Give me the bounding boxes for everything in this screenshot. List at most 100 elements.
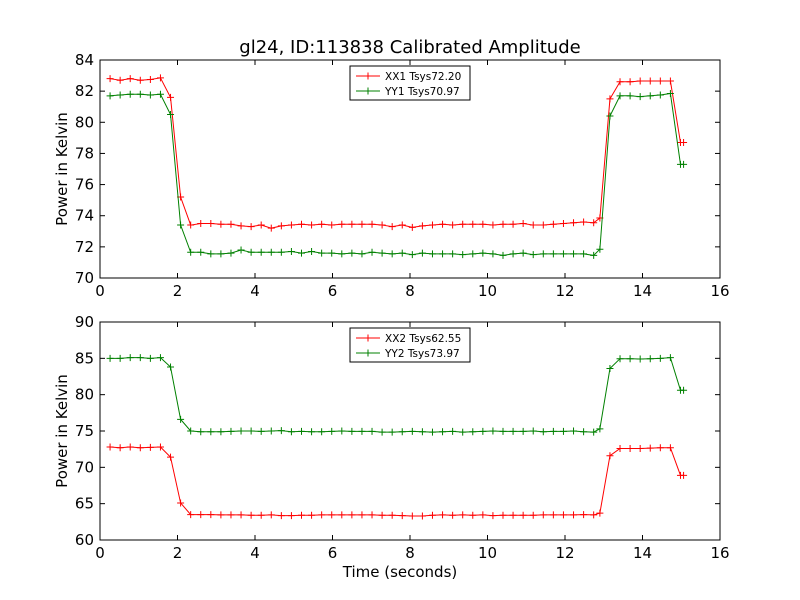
data-point-marker: [136, 354, 144, 362]
data-point-marker: [167, 363, 175, 371]
data-point-marker: [257, 248, 265, 256]
data-point-marker: [187, 511, 195, 519]
data-point-marker: [479, 427, 487, 435]
data-point-marker: [596, 509, 604, 517]
data-point-marker: [499, 220, 507, 228]
data-point-marker: [368, 248, 376, 256]
data-point-marker: [408, 512, 416, 520]
data-point-marker: [519, 511, 527, 519]
data-point-marker: [459, 220, 467, 228]
data-point-marker: [398, 249, 406, 257]
x-tick-label: 8: [405, 544, 415, 562]
y-tick-label: 75: [75, 422, 94, 440]
data-point-marker: [519, 249, 527, 257]
data-point-marker: [616, 92, 624, 100]
bottom-subplot: 0 2 4 6 8 10 12 14 16 60 65 70 75 80 85 90 Power in Kel…: [53, 313, 730, 581]
y-tick-label: 84: [75, 51, 94, 69]
data-point-marker: [287, 512, 295, 520]
data-point-marker: [146, 354, 154, 362]
data-point-marker: [388, 250, 396, 258]
legend-entry: XX1 Tsys72.20: [385, 71, 461, 83]
top-y-axis-label: Power in Kelvin: [53, 112, 71, 226]
data-point-marker: [207, 428, 215, 436]
data-point-marker: [489, 250, 497, 258]
data-point-marker: [187, 248, 195, 256]
data-point-marker: [187, 221, 195, 229]
x-tick-label: 6: [328, 282, 338, 300]
data-point-marker: [277, 427, 285, 435]
data-point-marker: [449, 511, 457, 519]
x-tick-label: 8: [405, 282, 415, 300]
data-point-marker: [358, 220, 366, 228]
data-point-marker: [348, 427, 356, 435]
y-tick-label: 65: [75, 495, 94, 513]
data-point-marker: [489, 221, 497, 229]
data-point-marker: [237, 222, 245, 230]
top-subplot: 0 2 4 6 8 10 12 14 16 70 72 74 76 78 80 82 84 Power in K…: [53, 51, 730, 300]
data-point-marker: [227, 249, 235, 257]
data-point-marker: [368, 511, 376, 519]
data-point-marker: [666, 444, 674, 452]
data-point-marker: [590, 219, 598, 227]
data-point-marker: [519, 220, 527, 227]
y-tick-label: 70: [75, 458, 94, 476]
data-point-marker: [136, 444, 144, 452]
data-point-marker: [106, 75, 114, 83]
x-tick-label: 16: [710, 282, 729, 300]
bottom-ticks: 0 2 4 6 8 10 12 14 16 60 65 70 75 80 85 90: [75, 313, 730, 562]
y-tick-label: 70: [75, 269, 94, 287]
data-point-marker: [338, 250, 346, 258]
data-point-marker: [590, 511, 598, 519]
data-point-marker: [646, 77, 654, 85]
data-point-marker: [539, 250, 547, 258]
data-point-marker: [247, 248, 255, 256]
data-point-marker: [167, 453, 175, 461]
data-point-marker: [106, 92, 114, 100]
data-point-marker: [509, 220, 517, 228]
data-point-marker: [489, 427, 497, 435]
data-point-marker: [559, 250, 567, 258]
data-point-marker: [449, 250, 457, 258]
data-point-marker: [197, 220, 205, 227]
data-point-marker: [656, 444, 664, 452]
y-tick-label: 74: [75, 207, 94, 225]
data-point-marker: [636, 444, 644, 452]
data-point-marker: [298, 249, 305, 257]
data-point-marker: [529, 427, 537, 435]
data-point-marker: [348, 220, 356, 228]
data-point-marker: [439, 511, 447, 519]
bottom-x-axis-label: Time (seconds): [342, 563, 458, 581]
data-point-marker: [580, 428, 588, 436]
data-point-marker: [318, 220, 326, 228]
data-point-marker: [358, 511, 366, 519]
data-point-marker: [680, 160, 688, 168]
data-point-marker: [358, 250, 366, 258]
data-point-marker: [479, 220, 487, 228]
data-point-marker: [418, 428, 426, 436]
data-point-marker: [287, 248, 295, 256]
data-point-marker: [570, 250, 578, 258]
data-point-marker: [126, 354, 134, 362]
data-point-marker: [328, 427, 336, 435]
data-point-marker: [398, 512, 406, 520]
x-tick-label: 4: [250, 544, 260, 562]
data-point-marker: [646, 92, 654, 100]
data-point-marker: [418, 512, 426, 520]
data-point-marker: [348, 249, 356, 257]
data-point-marker: [428, 511, 436, 519]
data-point-marker: [539, 428, 547, 436]
data-point-marker: [509, 250, 517, 258]
data-point-marker: [449, 221, 457, 229]
data-point-marker: [408, 427, 416, 435]
data-point-marker: [277, 512, 285, 520]
x-tick-label: 2: [173, 282, 183, 300]
data-point-marker: [539, 511, 547, 519]
data-point-marker: [227, 220, 235, 228]
data-point-marker: [126, 90, 134, 98]
data-point-marker: [217, 511, 225, 519]
data-point-marker: [368, 220, 376, 228]
top-legend: XX1 Tsys72.20 YY1 Tsys70.97: [349, 65, 471, 101]
data-point-marker: [348, 511, 356, 519]
y-tick-label: 82: [75, 82, 94, 100]
data-point-marker: [156, 90, 164, 98]
